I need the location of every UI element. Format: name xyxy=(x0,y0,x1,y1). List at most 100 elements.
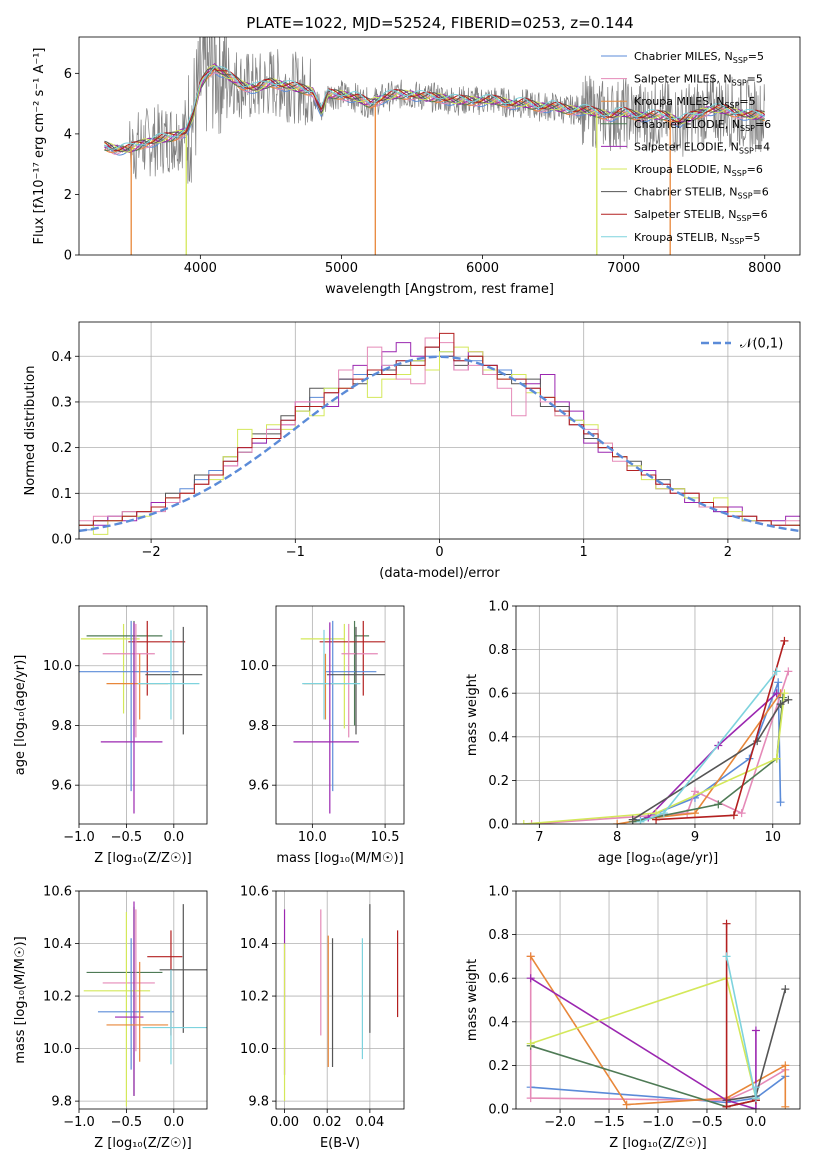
weight-marker xyxy=(659,809,668,818)
y-tick-label: 9.6 xyxy=(51,779,72,794)
weight-marker xyxy=(690,809,699,818)
x-tick-label: 7 xyxy=(535,830,543,845)
weight-marker xyxy=(652,815,661,824)
x-tick-label: 6000 xyxy=(466,261,499,276)
legend-entry: Chabrier STELIB, NSSP=6 xyxy=(634,186,769,201)
weight-marker xyxy=(772,667,781,676)
panel-ebv-vs-mass: 0.00 0.02 0.04 9.8 10.0 10.2 10.4 10.6 E(B-V) xyxy=(240,885,405,1151)
y-tick-label: 0.6 xyxy=(488,687,509,702)
weight-marker xyxy=(781,985,790,994)
weight-line xyxy=(632,697,784,823)
axes-frame xyxy=(78,321,801,540)
axes-frame xyxy=(515,605,801,825)
weight-marker xyxy=(780,636,789,645)
axes-frame xyxy=(78,890,208,1110)
axes-frame xyxy=(515,890,801,1110)
axes-frame xyxy=(275,890,405,1110)
grid xyxy=(276,890,404,1109)
x-tick-label: 0.02 xyxy=(313,1115,342,1130)
weight-marker xyxy=(772,754,781,763)
weight-line xyxy=(725,956,757,1099)
weight-marker xyxy=(751,1083,760,1092)
y-tick-label: 0.4 xyxy=(51,350,72,365)
weight-marker xyxy=(636,817,645,824)
weight-marker xyxy=(776,798,785,807)
weight-line xyxy=(523,693,786,824)
y-axis-label: mass weight xyxy=(465,674,480,756)
x-axis-label: mass [log₁₀(M/M☉)] xyxy=(276,851,403,866)
weight-marker xyxy=(751,1094,760,1103)
x-tick-label: −2 xyxy=(142,545,161,560)
y-tick-label: 0.2 xyxy=(488,1059,509,1074)
grid xyxy=(78,890,207,1109)
hist-salpeter-stelib xyxy=(79,332,800,526)
model-kroupa-stelib xyxy=(104,66,765,150)
figure-title: PLATE=1022, MJD=52524, FIBERID=0253, z=0… xyxy=(246,14,633,32)
weight-marker xyxy=(729,811,738,820)
y-tick-label: 0.0 xyxy=(488,1103,509,1118)
y-tick-label: 10.0 xyxy=(43,1042,72,1057)
y-tick-label: 0.2 xyxy=(488,774,509,789)
weight-line xyxy=(617,692,782,824)
weight-marker xyxy=(737,809,746,818)
x-tick-label: −0.5 xyxy=(691,1115,723,1130)
y-tick-label: 10.0 xyxy=(240,659,269,674)
weight-marker xyxy=(526,952,535,961)
weight-marker xyxy=(751,1105,760,1109)
y-tick-label: 10.2 xyxy=(43,990,72,1005)
plot-area xyxy=(79,332,800,535)
panel-Z-vs-age: −1.0 −0.5 0.0 9.6 9.8 10.0 Z [log₁₀(Z/Z☉)] age … xyxy=(13,605,208,866)
x-axis-label: Z [log₁₀(Z/Z☉)] xyxy=(609,1136,706,1151)
y-tick-label: 10.4 xyxy=(43,937,72,952)
x-axis-label: E(B-V) xyxy=(320,1136,360,1151)
y-axis-label: Flux [fλ10⁻¹⁷ erg cm⁻² s⁻¹ A⁻¹] xyxy=(32,48,47,245)
weight-marker xyxy=(784,695,793,704)
legend: 𝒩(0,1) xyxy=(701,337,783,352)
y-tick-label: 0.8 xyxy=(488,643,509,658)
plot-area xyxy=(104,37,766,255)
y-tick-label: 4 xyxy=(64,127,72,142)
weight-marker xyxy=(722,952,731,961)
weight-marker xyxy=(751,1026,760,1035)
y-tick-label: 9.8 xyxy=(248,719,269,734)
y-tick-label: 9.8 xyxy=(248,1095,269,1110)
model-chabrier-stelib xyxy=(104,67,765,152)
y-tick-label: 9.8 xyxy=(51,1095,72,1110)
x-tick-label: 0 xyxy=(435,545,443,560)
legend-entry: Kroupa STELIB, NSSP=5 xyxy=(634,231,760,246)
grid xyxy=(516,605,800,825)
x-tick-label: −1 xyxy=(286,545,305,560)
legend-entry: Chabrier MILES, NSSP=5 xyxy=(634,50,764,65)
x-axis-label: (data-model)/error xyxy=(379,566,500,581)
weight-line xyxy=(632,699,789,821)
x-tick-label: 0.0 xyxy=(746,1115,767,1130)
y-tick-label: 10.6 xyxy=(240,885,269,900)
axes-frame xyxy=(78,605,208,825)
weight-marker xyxy=(690,787,699,796)
weight-marker xyxy=(628,815,637,824)
x-tick-label: 10.0 xyxy=(298,830,327,845)
y-tick-label: 10.0 xyxy=(240,1042,269,1057)
legend-entry: 𝒩(0,1) xyxy=(740,337,783,352)
y-tick-label: 0.2 xyxy=(51,441,72,456)
y-tick-label: 1.0 xyxy=(488,600,509,615)
model-kroupa-elodie xyxy=(104,64,765,153)
x-tick-label: 9 xyxy=(691,830,699,845)
y-axis-label: Normed distribution xyxy=(23,366,38,496)
weight-line xyxy=(530,1075,786,1104)
plot-area xyxy=(519,636,793,824)
x-tick-label: −1.0 xyxy=(63,1115,95,1130)
weight-marker xyxy=(613,820,622,824)
gaussian-curve xyxy=(79,355,800,533)
x-tick-label: 0.0 xyxy=(163,1115,184,1130)
plot-area xyxy=(293,620,386,814)
y-tick-label: 0.4 xyxy=(488,730,509,745)
weight-marker xyxy=(526,1094,535,1103)
y-tick-label: 0.6 xyxy=(488,972,509,987)
y-tick-label: 2 xyxy=(64,188,72,203)
y-tick-label: 0.1 xyxy=(51,487,72,502)
legend-entry: Kroupa MILES, NSSP=5 xyxy=(634,95,756,110)
x-axis-label: Z [log₁₀(Z/Z☉)] xyxy=(94,1136,191,1151)
y-tick-label: 1.0 xyxy=(488,885,509,900)
legend-entry: Salpeter MILES, NSSP=5 xyxy=(634,73,763,88)
